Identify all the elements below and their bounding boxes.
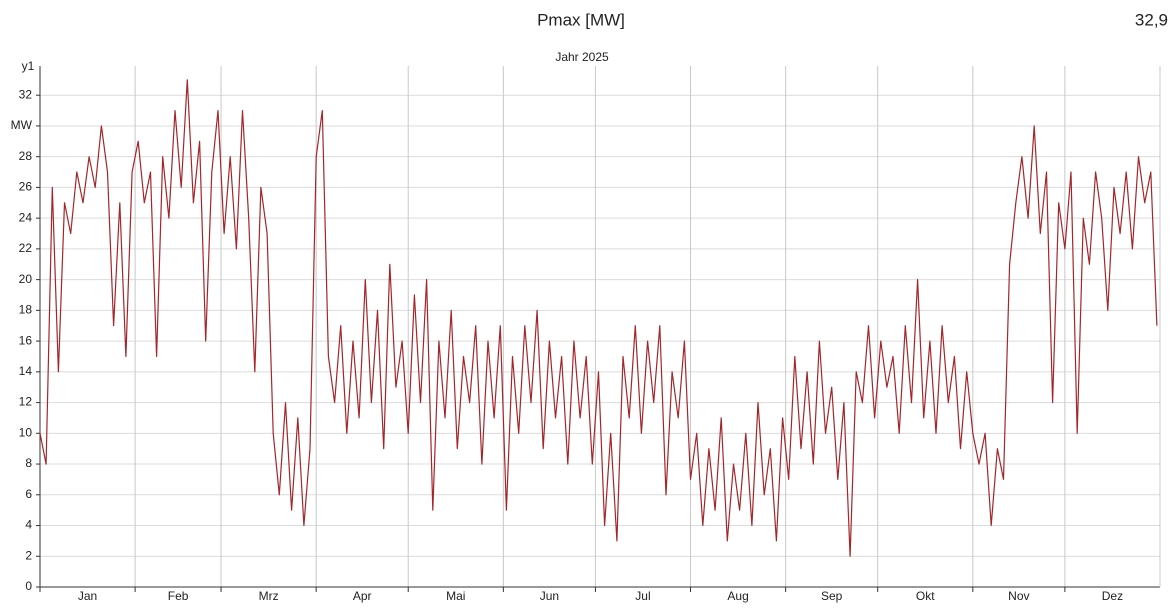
x-tick-label: Apr: [353, 589, 372, 603]
y-tick-label: 6: [25, 487, 32, 501]
y-tick-label: 28: [19, 149, 33, 163]
y-tick-label: 12: [19, 395, 33, 409]
x-tick-label: Aug: [727, 589, 748, 603]
x-tick-label: Feb: [168, 589, 189, 603]
y-tick-label: 24: [19, 210, 33, 224]
data-line: [39, 79, 1158, 557]
max-value: 32,9: [1135, 10, 1168, 29]
y-axis-label: y1: [22, 59, 35, 73]
x-tick-label: Nov: [1008, 589, 1029, 603]
y-tick-label: 0: [25, 579, 32, 593]
x-tick-label: Okt: [916, 589, 935, 603]
y-tick-label: 16: [19, 333, 33, 347]
y-tick-label: MW: [11, 118, 33, 132]
chart-subtitle: Jahr 2025: [555, 50, 609, 64]
x-tick-label: Jan: [78, 589, 97, 603]
y-tick-label: 20: [19, 272, 33, 286]
x-tick-label: Mrz: [259, 589, 279, 603]
y-tick-label: 14: [19, 364, 33, 378]
x-tick-label: Jul: [635, 589, 650, 603]
y-tick-label: 18: [19, 303, 33, 317]
x-tick-label: Dez: [1102, 589, 1123, 603]
x-tick-label: Sep: [821, 589, 843, 603]
y-tick-label: 10: [19, 425, 33, 439]
y-tick-label: 2: [25, 548, 32, 562]
x-tick-label: Mai: [446, 589, 465, 603]
y-tick-label: 22: [19, 241, 33, 255]
y-tick-label: 32: [19, 87, 33, 101]
y-tick-label: 4: [25, 518, 32, 532]
chart-title: Pmax [MW]: [537, 10, 625, 29]
x-tick-label: Jun: [540, 589, 559, 603]
y-tick-label: 26: [19, 180, 33, 194]
y-tick-label: 8: [25, 456, 32, 470]
